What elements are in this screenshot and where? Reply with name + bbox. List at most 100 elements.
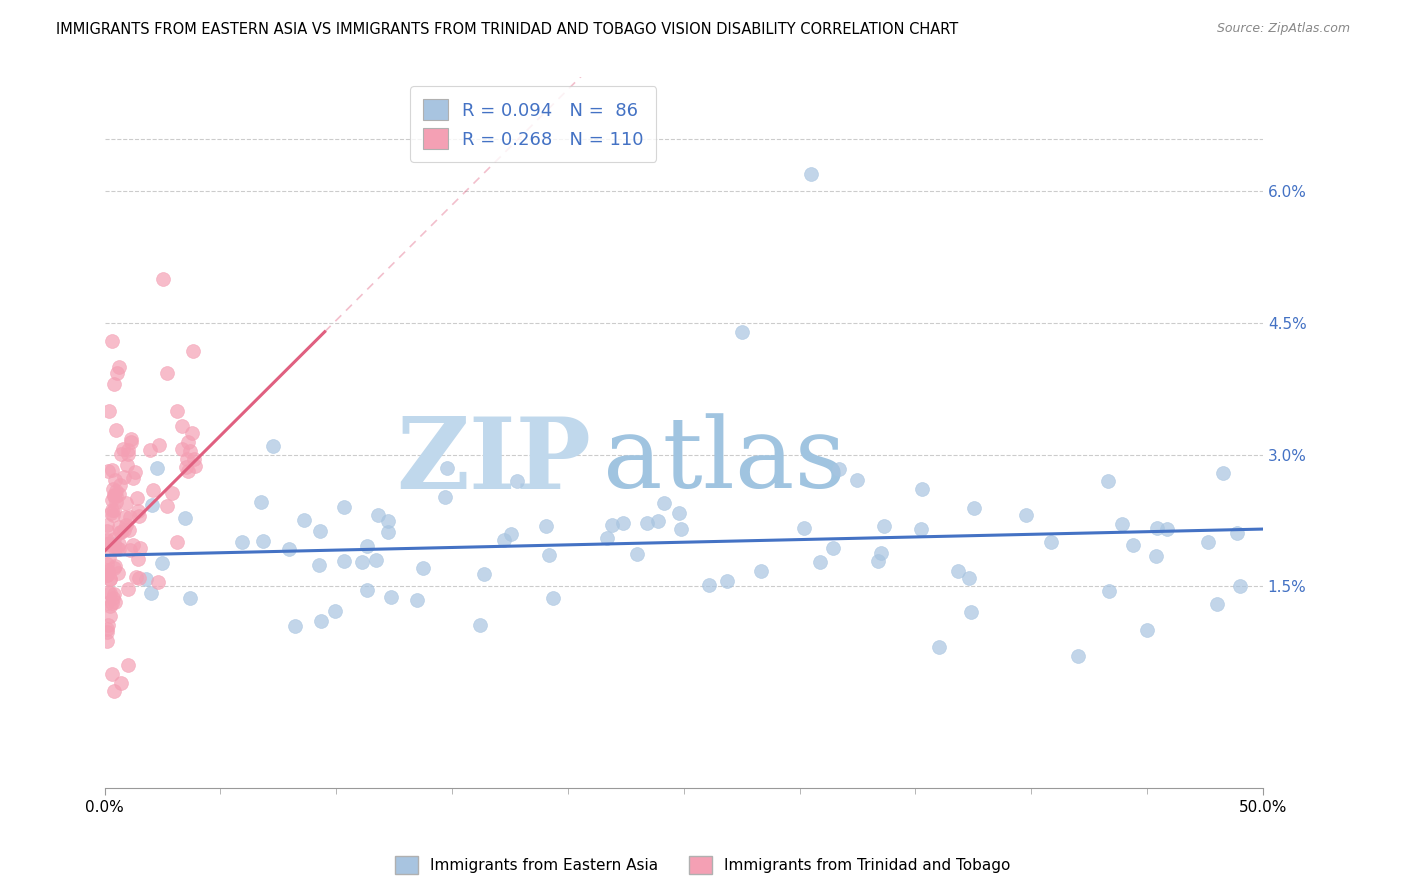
Point (100, 334, 122, 348)
Point (170, 419, 193, 434)
Point (117, 657, 139, 672)
Point (148, 438, 170, 452)
Point (534, 518, 557, 533)
Point (107, 359, 129, 374)
Point (107, 566, 129, 580)
Point (181, 426, 204, 441)
Point (98, 609, 121, 624)
Point (600, 518, 623, 533)
Point (433, 490, 456, 504)
Point (100, 506, 122, 520)
Point (1111, 517, 1133, 532)
Point (179, 444, 201, 458)
Point (166, 535, 188, 549)
Point (957, 571, 980, 585)
Point (872, 519, 894, 533)
Point (103, 684, 125, 698)
Point (100, 572, 122, 586)
Point (350, 555, 373, 569)
Point (1229, 579, 1251, 593)
Point (96, 622, 118, 636)
Point (179, 591, 201, 605)
Point (103, 508, 125, 522)
Point (793, 521, 815, 535)
Point (332, 500, 354, 514)
Point (110, 524, 132, 539)
Point (110, 478, 132, 492)
Point (96, 633, 118, 648)
Point (749, 564, 772, 578)
Point (112, 469, 135, 483)
Point (115, 496, 138, 510)
Point (668, 506, 690, 520)
Point (1156, 522, 1178, 536)
Point (541, 591, 564, 606)
Point (117, 447, 139, 461)
Point (115, 518, 138, 533)
Point (104, 542, 127, 557)
Point (104, 483, 127, 498)
Point (105, 494, 128, 508)
Point (104, 559, 127, 574)
Point (120, 432, 142, 446)
Point (96, 568, 118, 582)
Point (636, 516, 658, 530)
Point (1136, 623, 1159, 637)
Point (135, 572, 157, 586)
Point (910, 522, 932, 536)
Point (100, 666, 122, 681)
Point (112, 442, 135, 456)
Point (152, 272, 174, 286)
Point (117, 582, 139, 596)
Point (108, 537, 131, 551)
Point (104, 473, 127, 487)
Point (150, 556, 173, 570)
Point (96, 537, 118, 551)
Point (626, 547, 648, 561)
Point (101, 503, 124, 517)
Point (869, 546, 891, 560)
Point (170, 442, 193, 456)
Point (959, 605, 981, 619)
Point (96, 596, 118, 610)
Point (177, 435, 200, 450)
Point (308, 558, 330, 572)
Point (367, 508, 389, 522)
Point (98, 586, 121, 600)
Point (1097, 475, 1119, 489)
Point (612, 516, 634, 531)
Point (96, 567, 118, 582)
Point (181, 344, 204, 359)
Point (110, 447, 132, 461)
Point (97, 549, 120, 564)
Point (380, 590, 402, 604)
Point (436, 461, 458, 475)
Point (309, 524, 332, 538)
Point (125, 491, 148, 506)
Point (127, 552, 149, 566)
Point (1146, 521, 1168, 535)
Legend: R = 0.094   N =  86, R = 0.268   N = 110: R = 0.094 N = 86, R = 0.268 N = 110 (411, 87, 657, 161)
Point (1212, 466, 1234, 480)
Point (97, 618, 120, 632)
Point (122, 538, 145, 552)
Point (1205, 597, 1227, 611)
Point (948, 564, 970, 578)
Point (166, 403, 188, 417)
Point (97, 584, 120, 599)
Point (470, 618, 492, 632)
Point (731, 325, 754, 339)
Point (697, 578, 720, 592)
Point (105, 541, 128, 556)
Point (654, 495, 676, 509)
Point (647, 514, 669, 528)
Point (173, 511, 195, 525)
Point (117, 443, 139, 458)
Point (800, 167, 823, 181)
Point (107, 541, 129, 556)
Point (101, 596, 124, 610)
Text: atlas: atlas (603, 413, 845, 509)
Point (103, 533, 125, 547)
Point (101, 463, 124, 477)
Point (103, 488, 125, 502)
